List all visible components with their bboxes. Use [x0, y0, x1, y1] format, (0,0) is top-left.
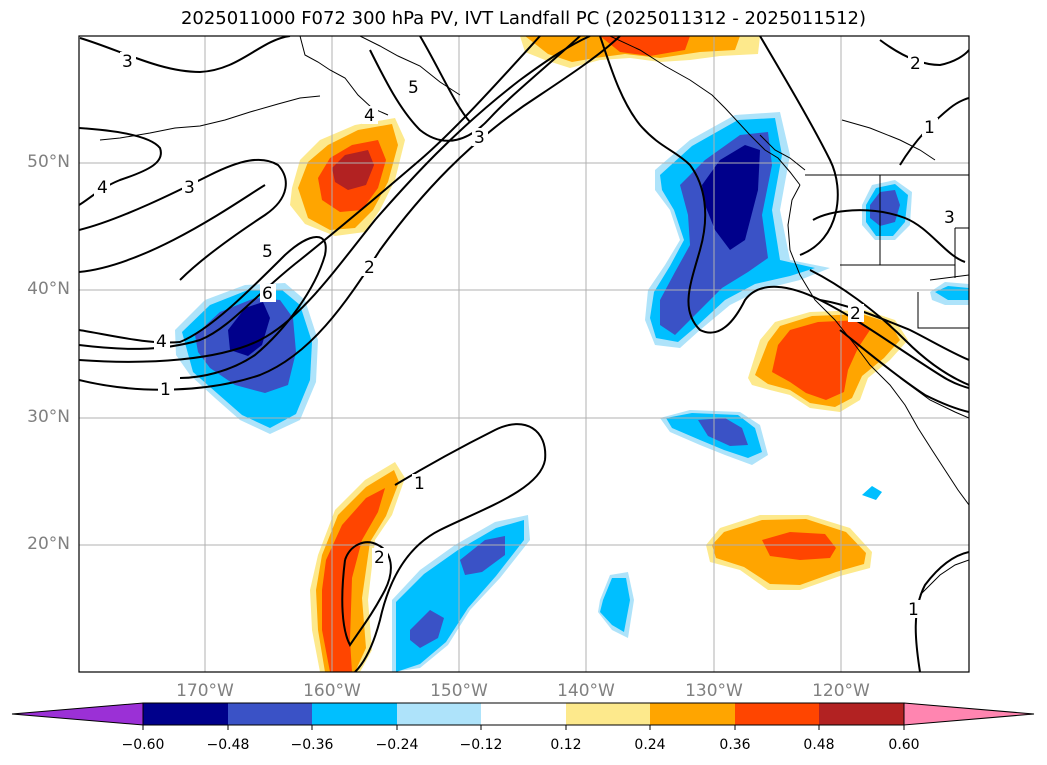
colorbar-tick-label: 0.48	[803, 737, 835, 753]
colorbar-tick-label: −0.36	[290, 737, 334, 753]
lat-label: 40°N	[27, 279, 70, 299]
lon-label: 140°W	[557, 681, 615, 701]
lat-label: 30°N	[27, 407, 70, 427]
contour-label: 2	[910, 54, 921, 74]
colorbar-tick-label: −0.24	[375, 737, 419, 753]
map-frame	[78, 35, 970, 673]
graticule	[79, 36, 969, 672]
colorbar-segment	[312, 703, 397, 725]
contour-label: 1	[160, 380, 171, 400]
colorbar-segment	[481, 703, 566, 725]
contour-label: 2	[374, 548, 385, 568]
contour-label: 1	[908, 600, 919, 620]
colorbar-over-extension	[903, 702, 1035, 726]
colorbar-tick-label: 0.24	[634, 737, 666, 753]
colorbar-tick-label: −0.12	[459, 737, 503, 753]
lon-label: 130°W	[685, 681, 743, 701]
contour-label: 6	[262, 284, 273, 304]
map-plot-area: 3 4 5 3 4 5 6 4 1 2 3 2 1 2	[79, 36, 969, 672]
colorbar-tick-label: 0.60	[888, 737, 920, 753]
lat-label: 20°N	[27, 534, 70, 554]
colorbar-segment	[397, 703, 481, 725]
pc-shading	[175, 36, 969, 672]
contour-label: 3	[122, 52, 133, 72]
contour-label: 1	[924, 118, 935, 138]
colorbar-tick-label: −0.60	[121, 737, 165, 753]
contour-labels: 3 4 5 3 4 5 6 4 1 2 3 2 1 2	[94, 52, 958, 620]
colorbar	[11, 702, 1035, 730]
colorbar-segment	[735, 703, 819, 725]
contour-label: 2	[850, 304, 861, 324]
contour-label: 1	[414, 474, 425, 494]
map-title: 2025011000 F072 300 hPa PV, IVT Landfall…	[180, 8, 867, 29]
contour-label: 3	[474, 128, 485, 148]
colorbar-tick-label: 0.36	[719, 737, 751, 753]
contour-label: 5	[262, 242, 273, 262]
contour-label: 5	[408, 78, 419, 98]
contour-label: 2	[364, 258, 375, 278]
colorbar-segment	[650, 703, 735, 725]
lon-label: 150°W	[430, 681, 488, 701]
colorbar-segment	[228, 703, 312, 725]
colorbar-segment	[143, 703, 228, 725]
colorbar-under-extension	[11, 702, 144, 726]
contour-label: 4	[156, 332, 167, 352]
contour-label: 4	[97, 178, 108, 198]
lon-label: 120°W	[812, 681, 870, 701]
lat-label: 50°N	[27, 152, 70, 172]
lon-label: 160°W	[303, 681, 361, 701]
contour-label: 3	[944, 208, 955, 228]
lon-label: 170°W	[176, 681, 234, 701]
contour-label: 3	[184, 178, 195, 198]
colorbar-segment	[819, 703, 904, 725]
colorbar-tick-label: 0.12	[550, 737, 582, 753]
contour-label: 4	[364, 106, 375, 126]
colorbar-segment	[566, 703, 650, 725]
colorbar-tick-label: −0.48	[206, 737, 250, 753]
